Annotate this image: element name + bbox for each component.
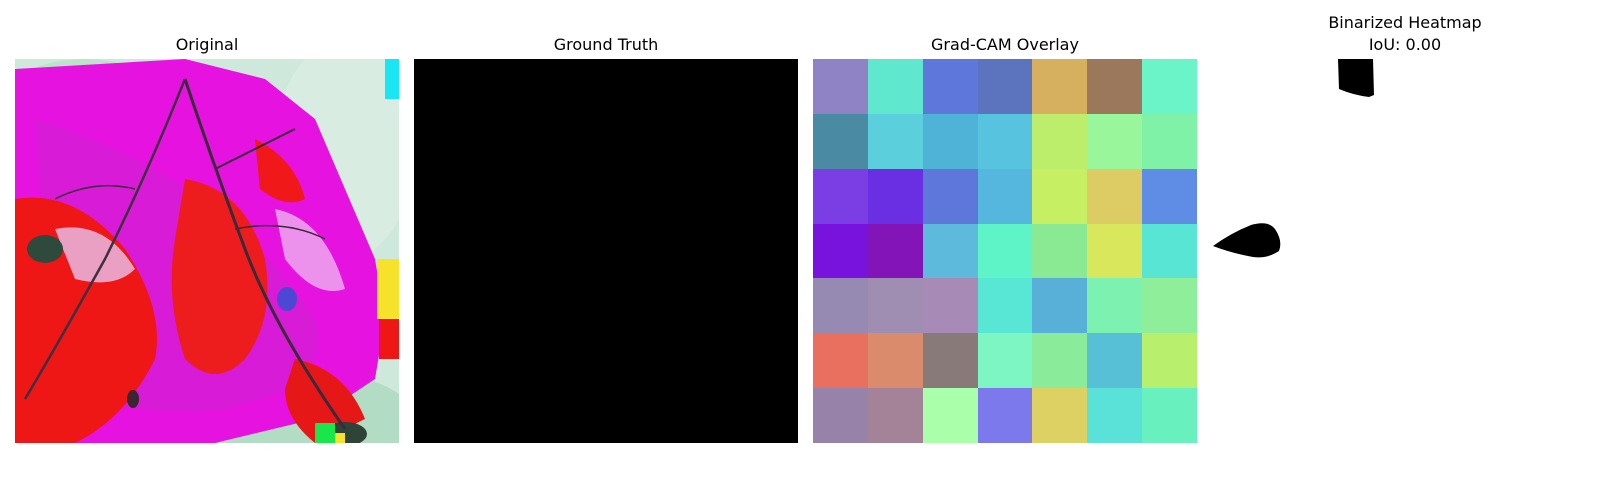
gradcam-cell bbox=[867, 278, 923, 334]
gradcam-cell bbox=[813, 113, 868, 169]
binary-blob-top bbox=[1338, 59, 1374, 97]
ground-truth-mask bbox=[414, 59, 798, 443]
gradcam-cell bbox=[1032, 388, 1088, 443]
gradcam-cell bbox=[813, 333, 868, 389]
gradcam-cell bbox=[1087, 333, 1143, 389]
gradcam-cell bbox=[867, 168, 923, 224]
ground-truth-panel-title: Ground Truth bbox=[553, 35, 659, 54]
gradcam-cell bbox=[813, 223, 868, 279]
binarized-panel-title: Binarized Heatmap IoU: 0.00 bbox=[1328, 13, 1482, 54]
gradcam-cell bbox=[922, 168, 978, 224]
gradcam-cell bbox=[977, 388, 1033, 443]
gradcam-cell bbox=[1087, 113, 1143, 169]
gradcam-cell bbox=[813, 59, 868, 114]
gradcam-cell bbox=[867, 333, 923, 389]
gradcam-cell bbox=[1142, 223, 1197, 279]
binarized-heatmap bbox=[1213, 59, 1597, 443]
binary-blob-left bbox=[1213, 223, 1281, 258]
gradcam-cell bbox=[977, 278, 1033, 334]
gradcam-cell bbox=[1032, 223, 1088, 279]
gradcam-cell bbox=[813, 278, 868, 334]
gradcam-cell bbox=[867, 59, 923, 114]
gradcam-cell bbox=[1142, 388, 1197, 443]
gradcam-grid bbox=[813, 59, 1197, 443]
gradcam-cell bbox=[1142, 113, 1197, 169]
gradcam-cell bbox=[977, 59, 1033, 114]
gradcam-cell bbox=[922, 59, 978, 114]
gradcam-cell bbox=[977, 113, 1033, 169]
gradcam-cell bbox=[977, 223, 1033, 279]
binarized-shapes bbox=[1213, 59, 1374, 258]
gradcam-cell bbox=[922, 278, 978, 334]
gradcam-cell bbox=[1087, 59, 1143, 114]
gradcam-cell bbox=[922, 333, 978, 389]
gradcam-cell bbox=[922, 388, 978, 443]
gradcam-cell bbox=[813, 168, 868, 224]
gradcam-cell bbox=[1032, 113, 1088, 169]
original-image bbox=[15, 59, 399, 443]
gradcam-cell bbox=[1142, 168, 1197, 224]
gradcam-panel-title: Grad-CAM Overlay bbox=[931, 35, 1079, 54]
gradcam-cell bbox=[1032, 59, 1088, 114]
gradcam-cell bbox=[1087, 168, 1143, 224]
leaf-image bbox=[15, 59, 399, 443]
gradcam-cell bbox=[1087, 278, 1143, 334]
gradcam-cell bbox=[867, 223, 923, 279]
gradcam-cell bbox=[1032, 278, 1088, 334]
gradcam-cell bbox=[867, 388, 923, 443]
gradcam-cell bbox=[977, 168, 1033, 224]
gradcam-cell bbox=[1142, 59, 1197, 114]
gradcam-cell bbox=[922, 113, 978, 169]
gradcam-cell bbox=[1142, 278, 1197, 334]
gradcam-cell bbox=[1142, 333, 1197, 389]
gradcam-cell bbox=[977, 333, 1033, 389]
original-panel-title: Original bbox=[175, 35, 239, 54]
gradcam-overlay bbox=[813, 59, 1197, 443]
gradcam-cell bbox=[1087, 388, 1143, 443]
gradcam-cell bbox=[922, 223, 978, 279]
gradcam-cell bbox=[1087, 223, 1143, 279]
gradcam-cell bbox=[1032, 168, 1088, 224]
gradcam-cell bbox=[813, 388, 868, 443]
gradcam-cell bbox=[867, 113, 923, 169]
gradcam-cell bbox=[1032, 333, 1088, 389]
